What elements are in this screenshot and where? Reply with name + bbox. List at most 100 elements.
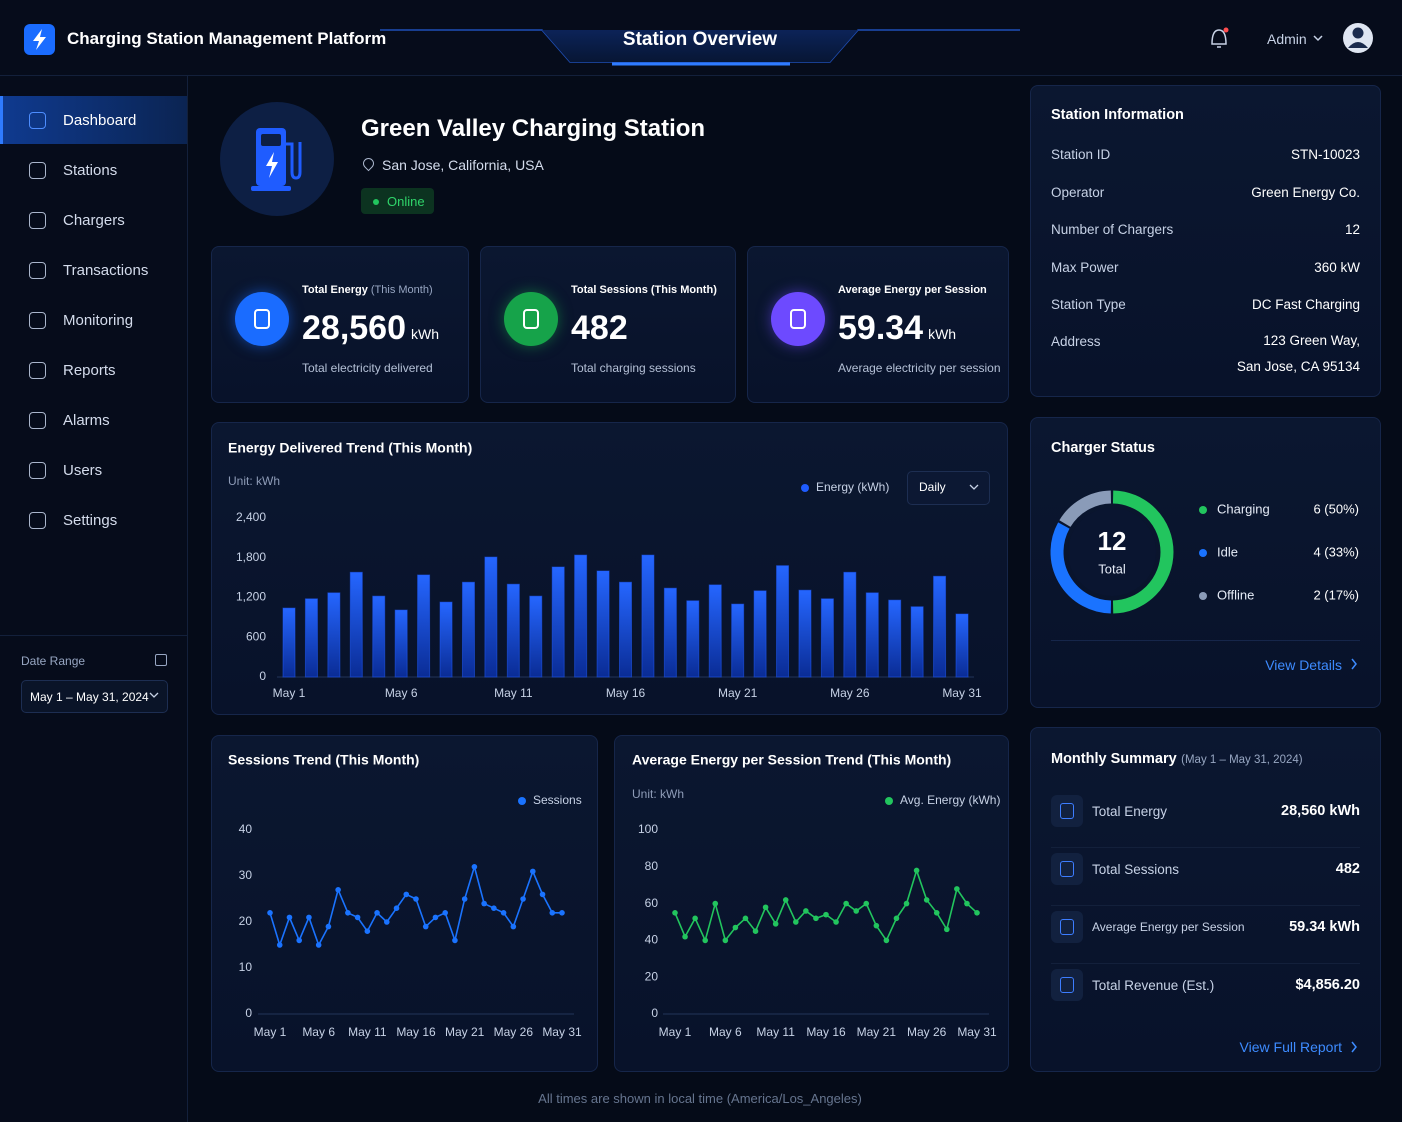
summary-icon (1051, 795, 1083, 827)
nav-item[interactable]: Users (0, 446, 186, 494)
nav-active (0, 96, 187, 144)
info-row: Max Power 360 kW (1051, 260, 1360, 275)
nav-label: Monitoring (63, 311, 134, 329)
kpi-value-group: 28,560 kWh (302, 309, 439, 348)
page-title: Station Overview (622, 29, 778, 50)
kpi-icon (771, 292, 825, 346)
kpi-caption: Average electricity per session (838, 361, 1001, 375)
summary-value: $4,856.20 (1295, 977, 1360, 993)
kpi-card: Total Sessions (This Month) 482 Total char… (480, 246, 736, 403)
summary-row: Total Sessions 482 (1051, 847, 1360, 906)
info-row: Address 123 Green Way, San Jose, CA 95134 (1051, 333, 1360, 380)
kpi-title-note: (This Month) (370, 284, 433, 296)
divider (0, 635, 187, 636)
kpi-icon (504, 292, 558, 346)
nav-icon (29, 211, 46, 229)
summary-label: Total Sessions (1092, 861, 1180, 877)
view-details[interactable]: View Details (1265, 657, 1342, 673)
info-label: Operator (1051, 184, 1105, 200)
info-row: Station ID STN-10023 (1051, 147, 1360, 162)
info-label: Number of Chargers (1051, 222, 1174, 237)
sidebar (0, 76, 188, 1122)
summary-value: 482 (1335, 861, 1360, 877)
date-select[interactable] (21, 680, 168, 713)
divider (1051, 640, 1360, 641)
kpi-unit: kWh (411, 326, 439, 342)
nav-label: Alarms (63, 411, 110, 429)
kpi-unit: kWh (928, 326, 957, 342)
date-range-label: Date Range (21, 654, 86, 668)
kpi-title-text: Average Energy per Session (838, 284, 987, 296)
kpi-card: Total Energy (This Month) 28,560 kWh Total … (211, 246, 469, 403)
address: 123 Green Way, San Jose, CA 95134 (1237, 328, 1360, 380)
header-bg (0, 0, 1402, 76)
info-value: Green Energy Co. (1251, 184, 1360, 200)
brand: Charging Station Management Platform (67, 29, 387, 48)
nav-icon (29, 161, 46, 179)
summary-label: Total Revenue (Est.) (1092, 977, 1215, 993)
nav-icon (29, 261, 46, 279)
info-value: STN-10023 (1290, 147, 1360, 162)
charger-status-card: Charger Status View Details (1030, 417, 1381, 708)
info-row: Operator Green Energy Co. (1051, 185, 1360, 200)
summary-value: 59.34 kWh (1289, 919, 1360, 935)
nav-label: Reports (63, 361, 116, 379)
summary-row: Total Revenue (Est.) $4,856.20 (1051, 963, 1360, 1007)
nav-label: Stations (63, 161, 118, 179)
nav-icon (29, 411, 46, 429)
avg-energy-card (614, 735, 1009, 1072)
info-row: Number of Chargers 12 (1051, 222, 1360, 237)
info-label: Address (1051, 334, 1101, 349)
info-value: 12 (1344, 222, 1360, 237)
nav-item[interactable]: Transactions (0, 246, 186, 294)
nav-item[interactable]: Dashboard (0, 96, 186, 144)
info-row: Station Type DC Fast Charging (1051, 297, 1360, 312)
summary-label: Total Energy (1092, 803, 1168, 819)
charger-status-title: Charger Status (1051, 440, 1155, 456)
summary-row: Average Energy per Session 59.34 kWh (1051, 905, 1360, 964)
pin-icon (360, 155, 377, 172)
nav-icon (29, 461, 46, 479)
monthly-summary-card: Monthly Summary (May 1 – May 31, 2024) T… (1030, 727, 1381, 1072)
user-menu[interactable]: Admin (1267, 31, 1307, 47)
sessions-card (211, 735, 598, 1072)
nav-item[interactable]: Reports (0, 346, 186, 394)
info-label: Station ID (1051, 147, 1111, 162)
kpi-title: Average Energy per Session (838, 284, 987, 296)
kpi-title-text: Total Energy (302, 284, 368, 296)
summary-title: Monthly Summary (1051, 751, 1177, 767)
energy-card (211, 422, 1008, 715)
station-icon (220, 102, 334, 216)
station-name: Green Valley Charging Station (361, 115, 706, 142)
kpi-value: 59.34 (838, 309, 924, 347)
kpi-caption: Total charging sessions (571, 361, 696, 375)
kpi-title: Total Sessions (This Month) (571, 284, 717, 296)
nav-label: Settings (63, 511, 118, 529)
kpi-title-text: Total Sessions (This Month) (571, 284, 717, 296)
calendar-icon (155, 654, 167, 666)
kpi-value: 482 (571, 309, 628, 347)
kpi-icon (235, 292, 289, 346)
nav-icon (29, 511, 46, 529)
station-info-card: Station Information Station ID STN-10023 O… (1030, 85, 1381, 397)
view-report[interactable]: View Full Report (1239, 1039, 1342, 1055)
info-label: Max Power (1051, 259, 1119, 275)
nav-item[interactable]: Settings (0, 496, 186, 544)
nav-label: Transactions (63, 261, 149, 279)
address-line: San Jose, CA 95134 (1236, 359, 1360, 374)
info-value: 360 kW (1314, 259, 1360, 275)
nav-item[interactable]: Alarms (0, 396, 186, 444)
nav-label: Users (63, 461, 103, 479)
summary-icon (1051, 853, 1083, 885)
nav-item[interactable]: Chargers (0, 196, 186, 244)
period-select[interactable] (907, 471, 990, 505)
nav-icon (29, 111, 46, 129)
nav-item[interactable]: Monitoring (0, 296, 186, 344)
nav-label: Dashboard (63, 111, 137, 129)
kpi-title: Total Energy (This Month) (302, 284, 433, 296)
kpi-card: Average Energy per Session 59.34 kWh Averag… (747, 246, 1009, 403)
summary-value: 28,560 kWh (1281, 803, 1360, 819)
address-line: 123 Green Way, (1263, 333, 1360, 348)
nav-item[interactable]: Stations (0, 146, 186, 194)
